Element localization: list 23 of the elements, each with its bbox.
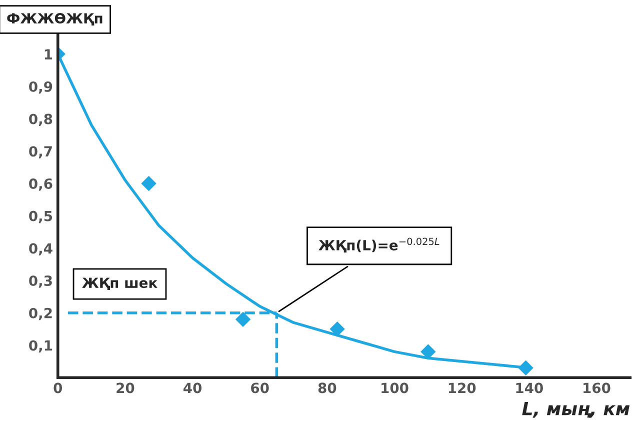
y-tick-label: 0,5 [29, 210, 52, 224]
y-tick-label: 0,4 [29, 243, 52, 256]
y-tick-label: 0,1 [29, 340, 52, 352]
x-tick-label: 60 [251, 382, 269, 394]
x-tick-label: 0 [54, 382, 62, 394]
y-axis-title: ФЖЖӨЖҚп [7, 13, 102, 26]
x-tick-label: 40 [183, 382, 202, 394]
y-tick-label: 0,2 [29, 308, 52, 320]
y-tick-label: 0,3 [29, 275, 52, 288]
annotation: ЖҚп шек [82, 278, 158, 290]
y-tick-label: 0,7 [29, 146, 52, 158]
x-tick-label: 160 [584, 382, 610, 394]
x-tick-label: 120 [448, 382, 476, 394]
y-tick-label: 0,9 [29, 81, 52, 94]
y-tick-label: 1 [44, 49, 52, 60]
x-tick-label: 140 [516, 382, 543, 394]
x-tick-label: 20 [116, 382, 134, 394]
y-tick-label: 0,8 [29, 114, 52, 126]
annotation: ЖҚп(L)=e$^{−0.025L}$ [318, 238, 440, 252]
x-tick-label: 80 [318, 382, 336, 394]
x-axis-title: L, мың, км [522, 402, 630, 418]
y-tick-label: 0,6 [29, 178, 52, 191]
x-tick-label: 100 [382, 382, 408, 394]
